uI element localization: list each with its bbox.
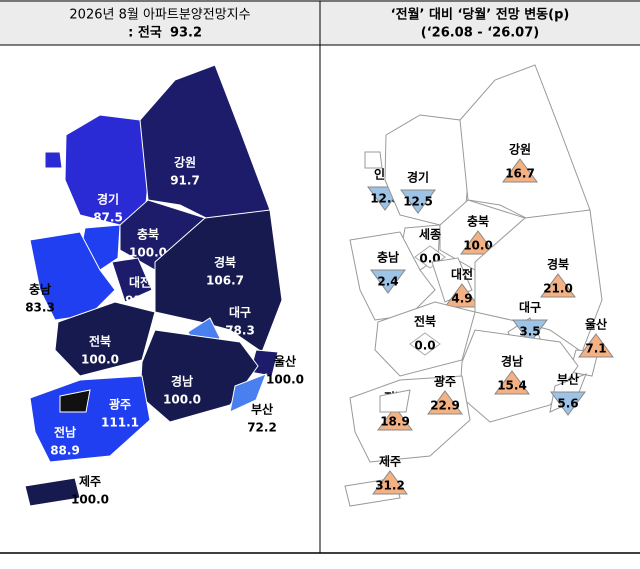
region-value: 87.5 bbox=[93, 211, 123, 225]
region-name: 강원 bbox=[174, 156, 196, 170]
region-name: 경남 bbox=[171, 374, 193, 389]
change-marker bbox=[372, 470, 408, 495]
region bbox=[54, 301, 156, 377]
national-value: 93.2 bbox=[170, 26, 202, 41]
region-name: 전북 bbox=[414, 314, 436, 329]
region-value: 72.2 bbox=[247, 421, 277, 435]
change-marker bbox=[550, 391, 586, 416]
region-value: 106.7 bbox=[206, 274, 244, 288]
change-marker bbox=[460, 230, 496, 255]
change-marker bbox=[512, 319, 548, 344]
change-marker bbox=[377, 406, 413, 431]
change-value: 21.0 bbox=[543, 282, 573, 296]
region bbox=[139, 64, 271, 221]
region-name: 제주 bbox=[379, 455, 401, 469]
region-value: 78.3 bbox=[225, 324, 255, 338]
change-marker bbox=[494, 370, 530, 395]
region bbox=[29, 231, 116, 321]
region-name: 인천 bbox=[24, 187, 46, 202]
change-value: 10.0 bbox=[463, 239, 493, 253]
region bbox=[64, 114, 151, 226]
region-name: 광주 bbox=[109, 397, 131, 412]
right-title: ‘전월’ 대비 ‘당월’ 전망 변동(p) bbox=[391, 7, 570, 23]
region-name: 광주 bbox=[434, 374, 456, 389]
region-value: 91.7 bbox=[170, 174, 200, 188]
region-name: 제주 bbox=[79, 475, 101, 489]
region-name: 대구 bbox=[229, 306, 251, 320]
region-value: 100.0 bbox=[129, 246, 167, 260]
region-name: 전북 bbox=[89, 334, 111, 349]
change-value: 12.5 bbox=[403, 195, 433, 209]
region-name: 부산 bbox=[557, 372, 579, 387]
change-marker bbox=[370, 269, 406, 294]
region-name: 경남 bbox=[501, 354, 523, 369]
national-label: : 전국 bbox=[128, 25, 162, 41]
region-value: 100.0 bbox=[81, 353, 119, 367]
change-marker bbox=[578, 333, 614, 358]
region-value: 111.1 bbox=[101, 416, 139, 430]
change-value: 4.9 bbox=[451, 292, 472, 306]
change-marker bbox=[502, 158, 538, 183]
change-value: 3.5 bbox=[519, 325, 540, 339]
region-value: 88.9 bbox=[50, 444, 80, 458]
region-name: 충남 bbox=[29, 282, 51, 297]
change-marker bbox=[400, 189, 436, 214]
region bbox=[349, 375, 471, 463]
change-value: 7.1 bbox=[585, 342, 606, 356]
change-value: 15.4 bbox=[497, 379, 527, 393]
region-name: 대전 bbox=[129, 275, 151, 290]
region-name: 대전 bbox=[451, 267, 473, 282]
change-value: 31.2 bbox=[375, 479, 405, 493]
region bbox=[364, 151, 383, 169]
region bbox=[24, 477, 81, 507]
region-name: 울산 bbox=[274, 354, 296, 369]
region-name: 경북 bbox=[214, 256, 236, 270]
region-name: 경기 bbox=[407, 170, 429, 185]
region-name: 전남 bbox=[54, 425, 76, 440]
change-marker bbox=[444, 283, 480, 308]
region-value: 100.0 bbox=[71, 493, 109, 507]
region-name: 충남 bbox=[377, 250, 399, 265]
region-value: 83.3 bbox=[25, 301, 55, 315]
region bbox=[44, 151, 63, 169]
region-value: 100.0 bbox=[266, 373, 304, 387]
region bbox=[379, 389, 411, 413]
region-name: 충북 bbox=[467, 214, 489, 229]
change-value: 16.7 bbox=[505, 167, 535, 181]
right-period: (‘26.08 - ‘26.07) bbox=[421, 26, 539, 41]
change-marker bbox=[540, 273, 576, 298]
region bbox=[59, 389, 91, 413]
change-value: 0.0 bbox=[414, 339, 435, 353]
region-name: 경북 bbox=[547, 258, 569, 272]
region-value: 100.0 bbox=[163, 393, 201, 407]
region-name: 강원 bbox=[509, 143, 531, 157]
change-value: 5.6 bbox=[557, 397, 578, 411]
region bbox=[229, 373, 267, 413]
region-name: 울산 bbox=[585, 317, 607, 332]
region bbox=[139, 329, 259, 423]
region-name: 세종 bbox=[419, 227, 441, 242]
change-marker bbox=[427, 390, 463, 415]
region-name: 대구 bbox=[519, 301, 541, 315]
left-title: 2026년 8월 아파트분양전망지수 bbox=[69, 8, 250, 23]
region-name: 충북 bbox=[137, 227, 159, 242]
region bbox=[111, 257, 153, 303]
region-name: 경기 bbox=[97, 192, 119, 207]
change-value: 2.4 bbox=[377, 275, 398, 289]
region-value: 93.8 bbox=[125, 294, 155, 308]
change-value: 22.9 bbox=[430, 399, 460, 413]
change-value: 18.9 bbox=[380, 415, 410, 429]
region-name: 부산 bbox=[251, 402, 273, 417]
region-value: 80.6 bbox=[20, 206, 50, 220]
change-marker bbox=[409, 332, 441, 356]
